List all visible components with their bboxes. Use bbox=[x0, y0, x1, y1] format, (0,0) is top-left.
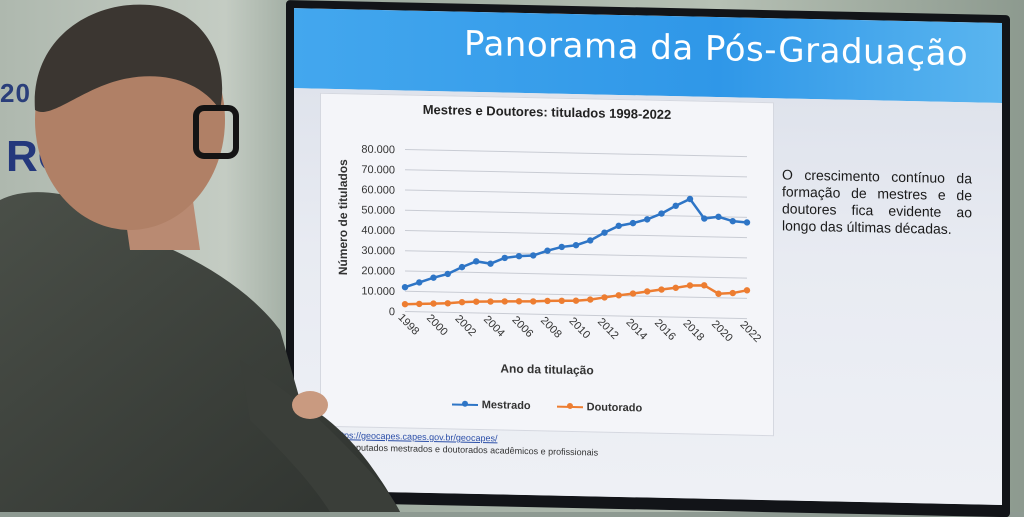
data-point-mestrado bbox=[487, 260, 494, 267]
slide-side-text: O crescimento contínuo da formação de me… bbox=[782, 166, 972, 237]
data-point-doutorado bbox=[672, 284, 679, 292]
data-point-mestrado bbox=[644, 216, 651, 223]
data-point-mestrado bbox=[729, 217, 736, 225]
data-point-doutorado bbox=[458, 298, 466, 306]
x-tick-label: 2020 bbox=[709, 318, 735, 344]
data-point-doutorado bbox=[743, 287, 751, 294]
gridline bbox=[405, 169, 747, 178]
gridline bbox=[405, 229, 747, 239]
data-point-doutorado bbox=[587, 296, 594, 303]
data-point-mestrado bbox=[658, 210, 665, 217]
data-point-mestrado bbox=[686, 195, 694, 203]
data-point-doutorado bbox=[615, 292, 622, 299]
x-tick-label: 2022 bbox=[737, 319, 763, 345]
x-tick-label: 2016 bbox=[652, 317, 678, 343]
gridline bbox=[405, 310, 747, 320]
data-point-mestrado bbox=[715, 213, 722, 221]
presentation-screen: Panorama da Pós-Graduação Mestres e Dout… bbox=[294, 8, 1002, 505]
data-point-doutorado bbox=[644, 288, 651, 295]
x-tick-label: 2000 bbox=[424, 312, 450, 338]
x-tick-label: 2004 bbox=[481, 313, 507, 339]
data-point-mestrado bbox=[515, 252, 523, 260]
x-tick-label: 2006 bbox=[509, 314, 535, 340]
slide-title: Panorama da Pós-Graduação bbox=[464, 23, 969, 75]
banner-fragment: 20 bbox=[0, 78, 31, 108]
y-tick-label: 50.000 bbox=[361, 204, 395, 217]
line-chart: 0 10.000 20.000 30.000 40.000 50.000 60.000 70.… bbox=[361, 144, 763, 345]
x-tick-label: 2012 bbox=[595, 316, 621, 342]
data-point-mestrado bbox=[701, 215, 708, 222]
data-point-doutorado bbox=[658, 286, 665, 293]
data-point-doutorado bbox=[473, 298, 480, 305]
data-point-doutorado bbox=[686, 282, 694, 289]
data-point-mestrado bbox=[444, 270, 451, 278]
data-point-doutorado bbox=[544, 297, 551, 305]
data-point-doutorado bbox=[601, 294, 608, 301]
data-point-doutorado bbox=[515, 298, 523, 305]
data-point-mestrado bbox=[501, 254, 508, 262]
data-point-mestrado bbox=[743, 219, 751, 226]
gridline bbox=[405, 209, 747, 218]
data-point-mestrado bbox=[558, 243, 565, 251]
data-point-doutorado bbox=[401, 301, 409, 308]
legend-swatch-mestrado bbox=[451, 403, 478, 407]
data-point-mestrado bbox=[458, 263, 466, 271]
presenter-hair bbox=[34, 4, 223, 113]
y-tick-label: 60.000 bbox=[361, 184, 395, 197]
legend-label-doutorado: Doutorado bbox=[586, 401, 643, 415]
data-point-mestrado bbox=[530, 252, 537, 259]
chart-panel: Mestres e Doutores: titulados 1998-2022 … bbox=[320, 92, 774, 437]
legend-swatch-doutorado bbox=[556, 405, 583, 409]
presenter-person bbox=[0, 4, 400, 512]
x-tick-label: 2018 bbox=[680, 318, 706, 344]
legend-item-doutorado: Doutorado bbox=[556, 401, 643, 415]
data-point-doutorado bbox=[558, 297, 565, 305]
data-point-mestrado bbox=[601, 229, 608, 236]
gridline bbox=[405, 250, 747, 259]
x-tick-label: 2008 bbox=[538, 315, 564, 341]
data-point-doutorado bbox=[715, 290, 722, 297]
data-point-doutorado bbox=[444, 300, 451, 307]
data-point-doutorado bbox=[430, 300, 437, 307]
x-tick-label: 2014 bbox=[623, 316, 649, 342]
y-tick-label: 20.000 bbox=[361, 265, 395, 278]
data-point-mestrado bbox=[587, 237, 594, 244]
data-point-mestrado bbox=[615, 222, 622, 230]
gridline bbox=[405, 290, 747, 299]
gridline bbox=[405, 270, 747, 279]
data-point-mestrado bbox=[672, 202, 679, 209]
gridline bbox=[405, 189, 747, 198]
data-point-mestrado bbox=[430, 274, 437, 281]
data-point-mestrado bbox=[401, 283, 409, 291]
gridline bbox=[405, 148, 747, 158]
data-point-doutorado bbox=[629, 290, 637, 297]
legend-item-mestrado: Mestrado bbox=[451, 398, 531, 413]
slide-body: Mestres e Doutores: titulados 1998-2022 … bbox=[294, 88, 1002, 505]
data-point-doutorado bbox=[501, 298, 508, 305]
legend-label-mestrado: Mestrado bbox=[481, 399, 531, 413]
data-point-doutorado bbox=[530, 298, 537, 305]
data-point-mestrado bbox=[416, 279, 423, 286]
x-tick-label: 2002 bbox=[452, 313, 478, 339]
data-point-mestrado bbox=[473, 258, 480, 265]
data-point-mestrado bbox=[572, 242, 580, 249]
data-point-doutorado bbox=[729, 289, 736, 297]
data-point-mestrado bbox=[629, 219, 637, 227]
presenter-hand bbox=[292, 391, 328, 419]
y-tick-label: 10.000 bbox=[361, 285, 395, 298]
presenter-glasses bbox=[193, 105, 239, 159]
data-point-doutorado bbox=[572, 297, 580, 304]
y-tick-label: 80.000 bbox=[361, 144, 395, 157]
presenter-arm bbox=[240, 360, 400, 512]
data-point-doutorado bbox=[487, 298, 494, 305]
data-point-doutorado bbox=[416, 300, 423, 308]
data-point-doutorado bbox=[701, 282, 708, 289]
y-tick-label: 0 bbox=[389, 306, 395, 318]
y-tick-label: 30.000 bbox=[361, 245, 395, 258]
y-tick-label: 40.000 bbox=[361, 225, 395, 238]
x-tick-label: 2010 bbox=[566, 315, 592, 341]
y-tick-label: 70.000 bbox=[361, 164, 395, 177]
data-point-mestrado bbox=[544, 247, 551, 254]
tv-monitor: Panorama da Pós-Graduação Mestres e Dout… bbox=[286, 0, 1010, 517]
